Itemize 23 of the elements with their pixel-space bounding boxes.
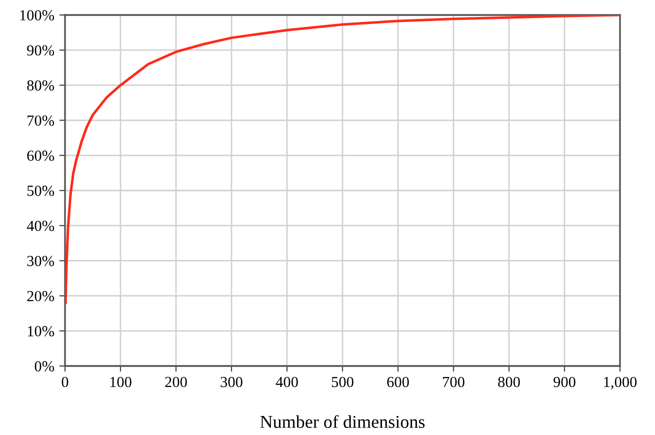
- y-tick-label: 80%: [27, 80, 54, 91]
- y-tick-label: 100%: [20, 10, 54, 20]
- y-tick-label: 0%: [34, 361, 54, 372]
- x-tick-label: 900: [554, 376, 576, 388]
- y-tick-label: 50%: [27, 186, 54, 196]
- y-tick-label: 20%: [27, 290, 54, 302]
- x-tick-label: 400: [276, 376, 298, 388]
- y-tick-label: 60%: [27, 150, 54, 161]
- x-axis-title: Number of dimensions: [260, 415, 425, 428]
- x-tick-label: 800: [498, 376, 520, 388]
- x-tick-label: 200: [165, 376, 187, 388]
- x-tick-label: 100: [110, 376, 132, 388]
- y-tick-label: 30%: [27, 256, 54, 266]
- y-tick-label: 70%: [28, 115, 54, 126]
- x-tick-label: 0: [62, 376, 68, 388]
- x-tick-label: 1,000: [604, 376, 637, 390]
- y-tick-label: 10%: [28, 326, 54, 336]
- x-tick-label: 500: [332, 376, 354, 388]
- y-tick-label: 40%: [26, 220, 54, 232]
- x-tick-label: 700: [443, 376, 464, 388]
- x-tick-label: 600: [387, 376, 409, 388]
- x-tick-label: 300: [220, 376, 242, 388]
- y-tick-label: 90%: [27, 45, 54, 56]
